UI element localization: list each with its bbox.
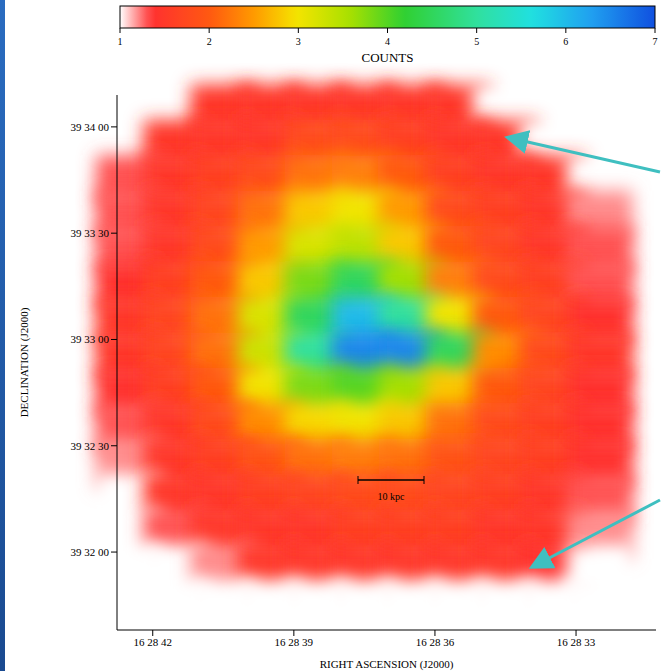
svg-text:3: 3 bbox=[296, 36, 301, 47]
svg-text:4: 4 bbox=[385, 36, 390, 47]
svg-text:16 28 36: 16 28 36 bbox=[416, 636, 455, 648]
svg-text:RIGHT ASCENSION (J2000): RIGHT ASCENSION (J2000) bbox=[320, 658, 454, 671]
svg-text:39 34 00: 39 34 00 bbox=[71, 121, 110, 133]
svg-text:7: 7 bbox=[653, 36, 658, 47]
svg-text:39 33 00: 39 33 00 bbox=[71, 333, 110, 345]
svg-text:2: 2 bbox=[207, 36, 212, 47]
svg-text:DECLINATION (J2000): DECLINATION (J2000) bbox=[18, 307, 31, 417]
svg-text:39 33 30: 39 33 30 bbox=[71, 227, 110, 239]
svg-text:16 28 39: 16 28 39 bbox=[275, 636, 314, 648]
svg-text:16 28 33: 16 28 33 bbox=[557, 636, 596, 648]
svg-text:16 28 42: 16 28 42 bbox=[133, 636, 172, 648]
svg-text:5: 5 bbox=[474, 36, 479, 47]
svg-text:1: 1 bbox=[118, 36, 123, 47]
svg-text:COUNTS: COUNTS bbox=[361, 50, 413, 65]
svg-text:39 32 00: 39 32 00 bbox=[71, 546, 110, 558]
svg-text:10 kpc: 10 kpc bbox=[378, 491, 406, 502]
svg-text:39 32 30: 39 32 30 bbox=[71, 440, 110, 452]
svg-text:6: 6 bbox=[563, 36, 568, 47]
